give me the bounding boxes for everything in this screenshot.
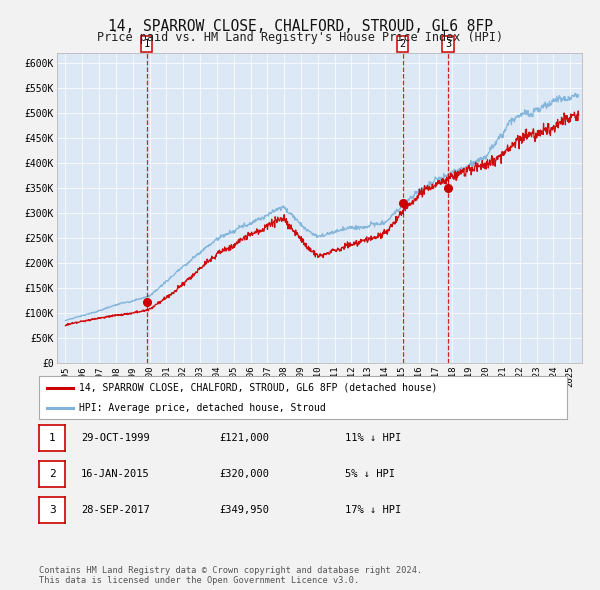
Text: Price paid vs. HM Land Registry's House Price Index (HPI): Price paid vs. HM Land Registry's House …	[97, 31, 503, 44]
Text: 14, SPARROW CLOSE, CHALFORD, STROUD, GL6 8FP: 14, SPARROW CLOSE, CHALFORD, STROUD, GL6…	[107, 19, 493, 34]
Text: 16-JAN-2015: 16-JAN-2015	[81, 469, 150, 479]
Text: 2: 2	[49, 469, 56, 479]
Text: 11% ↓ HPI: 11% ↓ HPI	[345, 433, 401, 443]
Text: 2: 2	[400, 39, 406, 49]
Text: 17% ↓ HPI: 17% ↓ HPI	[345, 505, 401, 515]
Text: 5% ↓ HPI: 5% ↓ HPI	[345, 469, 395, 479]
Text: 28-SEP-2017: 28-SEP-2017	[81, 505, 150, 515]
Text: £349,950: £349,950	[219, 505, 269, 515]
Text: Contains HM Land Registry data © Crown copyright and database right 2024.
This d: Contains HM Land Registry data © Crown c…	[39, 566, 422, 585]
Text: 1: 1	[143, 39, 150, 49]
Text: 3: 3	[49, 505, 56, 515]
Text: 3: 3	[445, 39, 451, 49]
Text: £121,000: £121,000	[219, 433, 269, 443]
Text: 1: 1	[49, 433, 56, 443]
Text: 29-OCT-1999: 29-OCT-1999	[81, 433, 150, 443]
Text: HPI: Average price, detached house, Stroud: HPI: Average price, detached house, Stro…	[79, 404, 325, 413]
Text: £320,000: £320,000	[219, 469, 269, 479]
Text: 14, SPARROW CLOSE, CHALFORD, STROUD, GL6 8FP (detached house): 14, SPARROW CLOSE, CHALFORD, STROUD, GL6…	[79, 383, 437, 393]
